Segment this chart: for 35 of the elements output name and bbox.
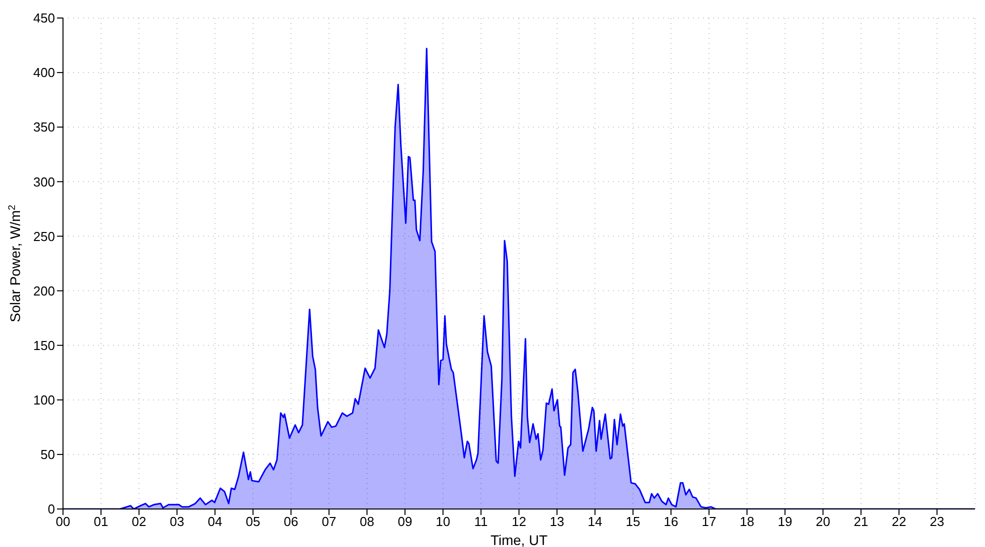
x-tick-label: 20 — [816, 514, 830, 530]
x-tick-label: 10 — [436, 514, 450, 530]
x-tick-label: 17 — [702, 514, 716, 530]
y-tick-label: 250 — [33, 228, 55, 244]
y-tick-label: 450 — [33, 10, 55, 26]
y-tick-label: 300 — [33, 174, 55, 190]
x-tick-label: 09 — [398, 514, 412, 530]
x-tick-label: 01 — [94, 514, 108, 530]
y-tick-label: 100 — [33, 392, 55, 408]
x-tick-label: 23 — [930, 514, 944, 530]
x-tick-label: 04 — [208, 514, 222, 530]
y-tick-label: 200 — [33, 283, 55, 298]
x-tick-label: 08 — [360, 514, 374, 530]
x-tick-label: 19 — [778, 514, 792, 530]
x-tick-label: 05 — [246, 514, 260, 530]
y-tick-label: 50 — [40, 447, 55, 462]
y-tick-label: 150 — [33, 338, 55, 353]
y-tick-label: 350 — [33, 120, 55, 135]
x-tick-label: 02 — [132, 514, 146, 530]
x-tick-label: 12 — [512, 514, 526, 530]
x-tick-label: 11 — [474, 514, 488, 530]
y-tick-label: 400 — [33, 65, 55, 80]
x-tick-label: 22 — [892, 514, 906, 530]
x-tick-label: 15 — [626, 514, 640, 530]
x-tick-label: 14 — [588, 514, 602, 530]
x-tick-label: 00 — [56, 514, 70, 530]
x-tick-label: 18 — [740, 514, 754, 530]
x-tick-label: 16 — [664, 514, 678, 530]
x-tick-label: 07 — [322, 514, 336, 530]
x-axis-title: Time, UT — [490, 532, 548, 547]
x-tick-label: 21 — [854, 514, 868, 530]
x-tick-label: 13 — [550, 514, 564, 530]
x-tick-label: 03 — [170, 514, 184, 530]
x-tick-label: 06 — [284, 514, 298, 530]
y-tick-label: 0 — [48, 502, 55, 517]
